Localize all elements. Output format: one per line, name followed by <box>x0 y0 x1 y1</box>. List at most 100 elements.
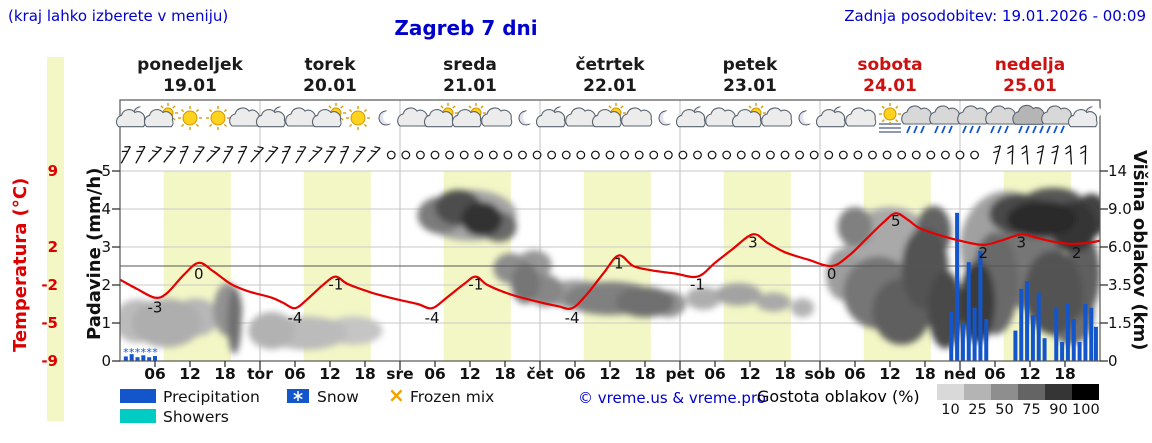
cloud-icon <box>397 107 429 127</box>
cloud-icon <box>285 107 317 127</box>
cloud-blob <box>715 283 762 306</box>
cloud-sun-icon <box>143 103 178 128</box>
day-date: 20.01 <box>303 76 357 96</box>
cloud-blob <box>960 261 995 343</box>
cloud-blob <box>227 288 242 355</box>
calm-wind-icon <box>941 150 950 160</box>
frozen-mix-x-icon: × <box>388 383 405 407</box>
calm-wind-icon <box>503 150 513 160</box>
snow-mark: * <box>146 346 152 359</box>
calm-wind-icon <box>882 150 892 160</box>
sun-icon <box>178 106 202 130</box>
hour-tick-label: 18 <box>354 365 376 383</box>
density-cell <box>1072 384 1099 400</box>
cloud-icon <box>705 107 737 127</box>
day-name: sobota <box>857 55 922 75</box>
cloud-height-tick-label: 6.0 <box>1108 238 1132 256</box>
cloud-sun-icon <box>451 103 486 128</box>
wind-barb-icon <box>295 146 307 164</box>
precip-bar <box>1054 307 1059 361</box>
legend-showers-label: Showers <box>163 408 229 426</box>
hour-tick-label: 06 <box>704 365 726 383</box>
precip-bar <box>1093 326 1098 361</box>
snow-swatch <box>287 389 309 403</box>
day-name: četrtek <box>575 55 645 75</box>
calm-wind-icon <box>416 150 425 160</box>
precip-bar <box>1030 315 1035 361</box>
snow-mark: * <box>141 346 147 359</box>
density-cell <box>991 384 1018 400</box>
calm-wind-icon <box>736 150 746 160</box>
wind-barb-icon <box>993 145 1001 165</box>
precip-tick-label: 4 <box>101 200 111 218</box>
precip-tick-label: 3 <box>101 238 111 256</box>
wind-barb-icon <box>324 146 336 164</box>
snow-marks: * * * * * * <box>123 346 158 359</box>
precip-tick-label: 1 <box>101 314 111 332</box>
hour-tick-label: 18 <box>214 365 236 383</box>
hour-tick-label: 06 <box>144 365 166 383</box>
hour-tick-label: 18 <box>774 365 796 383</box>
calm-wind-icon <box>693 150 702 160</box>
hour-tick-label: 06 <box>284 365 306 383</box>
temperature-tick-label: -9 <box>41 352 58 370</box>
temp-value-label: 3 <box>1016 233 1026 251</box>
cloud-blob <box>755 292 791 312</box>
calm-wind-icon <box>605 150 615 160</box>
wind-barb-icon <box>206 146 221 163</box>
wind-row <box>120 144 1087 165</box>
precipitation-axis-title: Padavine (mm/h) <box>84 167 105 340</box>
cloud-density-label: Gostota oblakov (%) <box>757 387 920 406</box>
cloud-density-scale-labels: 10 25 50 75 90 100 <box>937 402 1099 418</box>
wind-barb-icon <box>308 146 323 163</box>
legend-precipitation-label: Precipitation <box>163 388 260 406</box>
day-abbrev-label: pet <box>665 365 695 383</box>
sky-icons-row <box>115 103 1102 134</box>
cloud-blob <box>790 298 815 318</box>
cloud-blob <box>615 286 675 318</box>
precip-bar <box>135 357 140 361</box>
day-date: 21.01 <box>443 76 497 96</box>
temp-value-label: -1 <box>690 276 705 294</box>
wind-barb-icon <box>135 146 146 164</box>
precip-bar <box>1071 319 1076 361</box>
cloud-height-tick-label: 0 <box>1108 352 1118 370</box>
cloud-blob <box>685 286 721 310</box>
cloud-icon <box>845 107 877 127</box>
calm-wind-icon <box>853 150 863 160</box>
density-tick-label: 50 <box>995 402 1014 418</box>
wind-barb-icon <box>1051 145 1059 165</box>
precip-bar <box>1036 292 1041 361</box>
wind-barb-icon <box>1021 145 1029 165</box>
day-name: sreda <box>443 55 497 75</box>
calm-wind-icon <box>518 150 527 160</box>
cloud-blob <box>837 206 873 247</box>
temperature-tick-label: -2 <box>41 276 58 294</box>
temp-value-label: 2 <box>1072 244 1082 262</box>
moon-icon <box>378 110 397 126</box>
snow-mark: * <box>129 346 135 359</box>
day-date: 25.01 <box>1003 76 1057 96</box>
wind-barb-icon <box>179 145 189 164</box>
precip-bar <box>1065 304 1070 361</box>
cloud-height-tick-label: 1.5 <box>1108 314 1132 332</box>
wind-barb-icon <box>147 146 163 163</box>
calm-wind-icon <box>532 150 542 160</box>
temperature-tick-label: 9 <box>48 162 58 180</box>
precip-bar <box>984 319 989 361</box>
sun-icon <box>206 106 230 130</box>
copyright-link[interactable]: © vreme.us & vreme.pro <box>578 389 766 407</box>
temp-value-label: 5 <box>891 212 901 230</box>
temp-value-label: 3 <box>748 233 758 251</box>
calm-wind-icon <box>561 150 571 160</box>
precip-tick-label: 2 <box>101 276 111 294</box>
density-cell <box>937 384 964 400</box>
precip-bar <box>129 354 134 361</box>
precip-bar <box>141 355 146 361</box>
temp-value-label: -3 <box>148 299 163 317</box>
temp-value-label: 0 <box>827 265 837 283</box>
precip-bar <box>955 212 960 361</box>
temp-value-label: -1 <box>468 276 483 294</box>
wind-barb-icon <box>222 146 234 164</box>
calm-wind-icon <box>488 150 498 160</box>
